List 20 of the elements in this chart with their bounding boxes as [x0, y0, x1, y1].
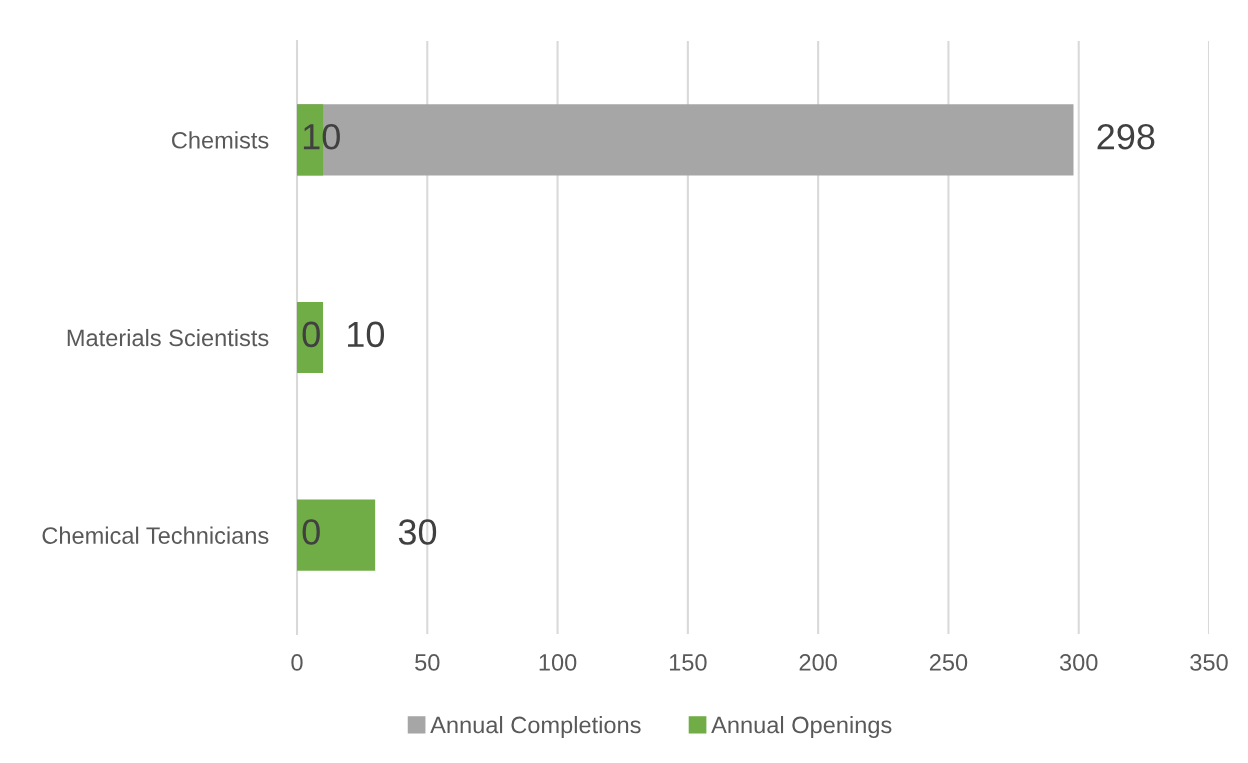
data-label: 0	[302, 321, 320, 348]
x-tick-label: 150	[669, 654, 707, 671]
x-tick-label: 350	[1190, 654, 1228, 671]
x-tick-label: 300	[1059, 654, 1098, 671]
bar	[297, 499, 376, 571]
legend-label: Annual Completions	[430, 716, 641, 739]
x-tick-label: 200	[799, 654, 837, 671]
x-tick-label: 50	[415, 654, 440, 671]
legend-label: Annual Openings	[711, 716, 892, 739]
y-tick-label: Chemical Technicians	[42, 526, 269, 544]
x-tick-label: 250	[929, 654, 968, 671]
data-label: 10	[348, 321, 385, 348]
bar	[297, 301, 324, 374]
data-label: 0	[302, 519, 320, 545]
data-label: 30	[398, 519, 437, 545]
data-label: 298	[1097, 123, 1155, 150]
x-tick-label: 0	[291, 654, 303, 671]
y-tick-label: Chemists	[172, 131, 269, 149]
x-tick-label: 100	[539, 654, 577, 671]
y-tick-label: Materials Scientists	[67, 328, 269, 347]
